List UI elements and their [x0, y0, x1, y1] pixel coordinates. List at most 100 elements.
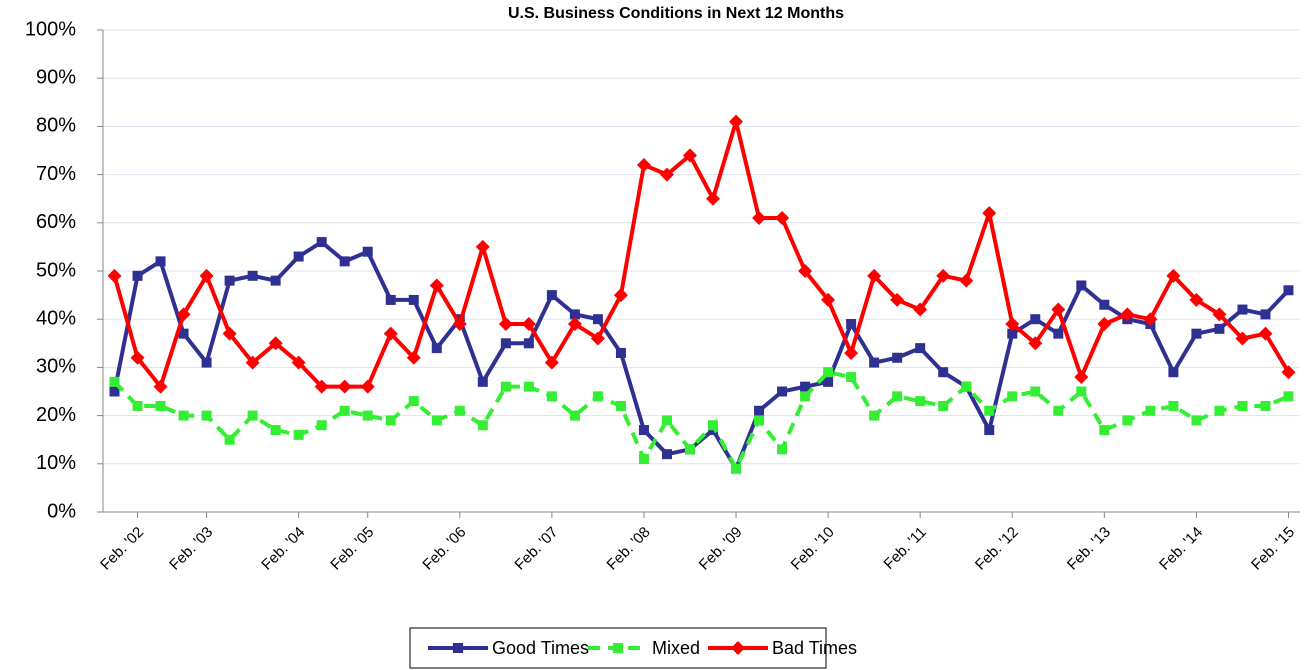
point — [362, 410, 373, 421]
x-tick-label: Feb. '11 — [881, 524, 930, 573]
y-tick-label: 10% — [36, 452, 76, 474]
point — [938, 367, 949, 378]
y-tick-label: 60% — [36, 211, 76, 233]
point — [867, 268, 882, 283]
point — [452, 317, 467, 332]
x-tick-label: Feb. '08 — [604, 524, 654, 574]
point — [569, 410, 580, 421]
point — [1030, 314, 1041, 325]
point — [1235, 331, 1250, 346]
point — [337, 379, 352, 394]
point — [1191, 415, 1202, 426]
point — [821, 292, 836, 307]
point — [936, 268, 951, 283]
point — [1005, 317, 1020, 332]
point — [592, 391, 603, 402]
point — [247, 270, 258, 281]
point — [360, 379, 375, 394]
point — [107, 268, 122, 283]
point — [247, 410, 258, 421]
point — [1028, 336, 1043, 351]
point — [961, 381, 972, 392]
x-tick-label: Feb. '05 — [327, 524, 377, 574]
point — [615, 347, 626, 358]
point — [777, 444, 788, 455]
point — [752, 210, 767, 225]
series-line — [112, 119, 1291, 389]
point — [846, 372, 857, 383]
point — [706, 191, 721, 206]
point — [1122, 415, 1133, 426]
legend-label: Bad Times — [772, 638, 857, 658]
point — [1212, 307, 1227, 322]
point — [1214, 405, 1225, 416]
point — [1145, 405, 1156, 416]
point — [523, 381, 534, 392]
point — [592, 314, 603, 325]
point — [429, 278, 444, 293]
y-tick-label: 50% — [36, 259, 76, 281]
point — [869, 410, 880, 421]
point — [546, 391, 557, 402]
point — [293, 251, 304, 262]
x-tick-label: Feb. '03 — [166, 524, 216, 574]
point — [498, 317, 513, 332]
point — [890, 292, 905, 307]
point — [132, 270, 143, 281]
point — [590, 331, 605, 346]
x-tick-label: Feb. '04 — [258, 524, 308, 574]
point — [500, 381, 511, 392]
point — [661, 415, 672, 426]
point — [544, 355, 559, 370]
y-tick-label: 100% — [25, 18, 76, 40]
point — [1189, 292, 1204, 307]
point — [1168, 367, 1179, 378]
point — [362, 246, 373, 257]
point — [892, 352, 903, 363]
x-tick-label: Feb. '14 — [1156, 524, 1206, 574]
point — [615, 400, 626, 411]
point — [1260, 400, 1271, 411]
point — [245, 355, 260, 370]
point — [800, 391, 811, 402]
point — [477, 420, 488, 431]
legend-marker — [731, 641, 745, 655]
x-tick-label: Feb. '06 — [419, 524, 469, 574]
point — [270, 425, 281, 436]
x-tick-label: Feb. '02 — [97, 524, 147, 574]
point — [178, 328, 189, 339]
point — [1097, 317, 1112, 332]
point — [199, 268, 214, 283]
x-tick-label: Feb. '07 — [511, 524, 561, 574]
point — [823, 376, 834, 387]
point — [567, 317, 582, 332]
point — [938, 400, 949, 411]
point — [892, 391, 903, 402]
point — [1051, 302, 1066, 317]
point — [521, 317, 536, 332]
point — [408, 294, 419, 305]
y-tick-label: 90% — [36, 66, 76, 88]
point — [569, 309, 580, 320]
point — [339, 405, 350, 416]
point — [636, 157, 651, 172]
point — [915, 396, 926, 407]
legend-marker — [453, 643, 463, 653]
point — [1120, 307, 1135, 322]
point — [729, 114, 744, 129]
legend-marker — [613, 643, 623, 653]
point — [1281, 365, 1296, 380]
point — [132, 400, 143, 411]
point — [316, 237, 327, 248]
point — [1214, 323, 1225, 334]
point — [869, 357, 880, 368]
point — [1007, 391, 1018, 402]
point — [1099, 299, 1110, 310]
point — [846, 319, 857, 330]
point — [1260, 309, 1271, 320]
point — [1076, 386, 1087, 397]
point — [638, 453, 649, 464]
legend-label: Mixed — [652, 638, 700, 658]
series-line — [113, 370, 1290, 471]
